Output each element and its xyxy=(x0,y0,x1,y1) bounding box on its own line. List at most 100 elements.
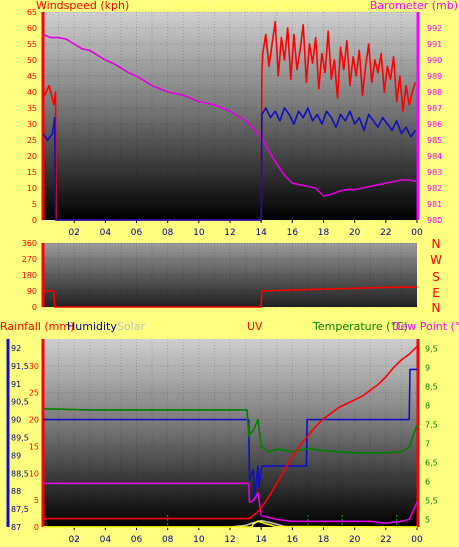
barometer-tick-label: 987 xyxy=(427,104,442,113)
bottom-x-tick-label: 10 xyxy=(193,535,205,543)
top-wind-gust-kph--line xyxy=(42,20,417,221)
bottom-rainfall-line xyxy=(43,368,417,500)
barometer-tick-label: 982 xyxy=(427,184,442,193)
direction-tick-label: 180 xyxy=(22,271,37,280)
compass-label-n-top: N xyxy=(432,237,441,251)
bottom-temperature-c--line xyxy=(43,346,418,520)
wind-baro-layer: 02 04 06 08 10 12 14 16 18 20 22 000510152025303540… xyxy=(27,8,442,238)
rainfall-tick-label: 87,5 xyxy=(11,505,29,514)
windspeed-tick-label: 55 xyxy=(27,40,37,49)
barometer-tick-label: 989 xyxy=(427,72,442,81)
bottom-x-tick-label: 02 xyxy=(68,535,79,543)
top-x-tick-label: 12 xyxy=(224,228,235,238)
bottom-x-tick-label: 06 xyxy=(131,535,143,543)
temperature-axis-title: Temperature (°C) xyxy=(312,320,408,333)
windspeed-tick-label: 35 xyxy=(27,104,37,113)
compass-label-w: W xyxy=(430,253,442,267)
barometer-tick-label: 983 xyxy=(427,168,442,177)
windspeed-tick-label: 40 xyxy=(27,88,37,97)
humidity-tick-label: 5 xyxy=(34,496,39,505)
rain-hum-temp-layer: 02 04 06 08 10 12 14 16 18 20 22 008787,58888,58989… xyxy=(6,339,438,545)
direction-tick-label: 90 xyxy=(27,287,37,296)
top-x-tick-label: 10 xyxy=(193,228,205,238)
barometer-tick-label: 981 xyxy=(427,200,442,209)
windspeed-tick-label: 60 xyxy=(27,24,37,33)
barometer-axis-title: Barometer (mb) xyxy=(370,0,458,12)
bottom-x-tick-label: 16 xyxy=(287,535,299,543)
compass-label-n-bottom: N xyxy=(432,301,441,315)
humidity-tick-label: 20 xyxy=(29,416,39,425)
bottom-x-tick-label: 18 xyxy=(318,535,330,543)
humidity-tick-label: 0 xyxy=(34,523,39,532)
top-x-tick-label: 04 xyxy=(100,228,112,238)
mid-wind-direction-line xyxy=(43,286,418,308)
barometer-tick-label: 984 xyxy=(427,152,442,161)
windspeed-tick-label: 20 xyxy=(27,152,37,161)
dewpoint-axis-title: Dew Point (°C) xyxy=(392,320,459,333)
humidity-tick-label: 10 xyxy=(29,469,39,478)
rainfall-tick-label: 91,5 xyxy=(11,362,29,371)
humidity-tick-label: 15 xyxy=(29,442,39,451)
barometer-tick-label: 990 xyxy=(427,56,442,65)
top-x-tick-label: 18 xyxy=(318,228,330,238)
top-x-tick-label: 16 xyxy=(287,228,299,238)
top-barometer-mb--line xyxy=(42,33,418,197)
rainfall-tick-label: 87 xyxy=(11,523,21,532)
barometer-tick-label: 980 xyxy=(427,216,442,225)
bottom-x-tick-label: 00 xyxy=(411,535,423,543)
bottom-x-tick-label: 14 xyxy=(255,535,267,543)
barometer-tick-label: 992 xyxy=(427,24,442,33)
direction-tick-label: 270 xyxy=(22,255,37,264)
temperature-tick-label: 9,5 xyxy=(425,344,438,353)
compass-label-e: E xyxy=(432,286,440,300)
top-x-tick-label: 14 xyxy=(255,228,267,238)
top-wind-speed-kph--line xyxy=(42,107,417,221)
temperature-tick-label: 9 xyxy=(425,363,430,372)
top-x-tick-label: 02 xyxy=(68,228,79,238)
barometer-tick-label: 991 xyxy=(427,40,442,49)
windspeed-tick-label: 10 xyxy=(27,184,37,193)
rainfall-tick-label: 90,5 xyxy=(11,398,29,407)
temperature-tick-label: 7,5 xyxy=(425,420,438,429)
rainfall-tick-label: 92 xyxy=(11,344,21,353)
barometer-tick-label: 988 xyxy=(427,88,442,97)
windspeed-tick-label: 65 xyxy=(27,8,37,17)
windspeed-tick-label: 45 xyxy=(27,72,37,81)
direction-tick-label: 360 xyxy=(22,239,37,248)
top-x-tick-label: 20 xyxy=(349,228,361,238)
top-x-tick-label: 22 xyxy=(380,228,391,238)
barometer-tick-label: 986 xyxy=(427,120,442,129)
bottom-dew-point-line xyxy=(43,482,418,525)
humidity-tick-label: 25 xyxy=(29,389,39,398)
windspeed-tick-label: 25 xyxy=(27,136,37,145)
wind-direction-plot-area xyxy=(43,243,417,307)
humidity-axis-title: Humidity xyxy=(67,320,117,333)
bottom-uv-line xyxy=(43,520,418,528)
compass-label-s: S xyxy=(432,270,440,284)
bottom-x-tick-label: 22 xyxy=(380,535,391,543)
temperature-tick-label: 7 xyxy=(425,439,430,448)
bottom-x-tick-label: 20 xyxy=(349,535,361,543)
wind-direction-layer: 0 90 180 270 360 xyxy=(22,239,418,312)
windspeed-tick-label: 15 xyxy=(27,168,37,177)
temperature-tick-label: 8 xyxy=(425,401,430,410)
chart-title: 24 hour graphs from 30 October 2022 xyxy=(173,1,364,12)
bottom-x-tick-label: 04 xyxy=(100,535,112,543)
top-x-tick-label: 08 xyxy=(162,228,174,238)
bottom-x-tick-label: 08 xyxy=(162,535,174,543)
windspeed-tick-label: 50 xyxy=(27,56,37,65)
rainfall-tick-label: 88 xyxy=(11,487,21,496)
temperature-tick-label: 6,5 xyxy=(425,458,438,467)
temperature-tick-label: 6 xyxy=(425,477,430,486)
rainfall-tick-label: 91 xyxy=(11,380,21,389)
temperature-tick-label: 8,5 xyxy=(425,382,438,391)
solar-axis-title: Solar xyxy=(117,320,146,333)
rainfall-tick-label: 89,5 xyxy=(11,433,29,442)
rainfall-tick-label: 88,5 xyxy=(11,469,29,478)
top-x-tick-label: 06 xyxy=(131,228,143,238)
rainfall-tick-label: 89 xyxy=(11,451,21,460)
bottom-humidity-line xyxy=(42,408,418,454)
bottom-x-tick-label: 12 xyxy=(224,535,235,543)
